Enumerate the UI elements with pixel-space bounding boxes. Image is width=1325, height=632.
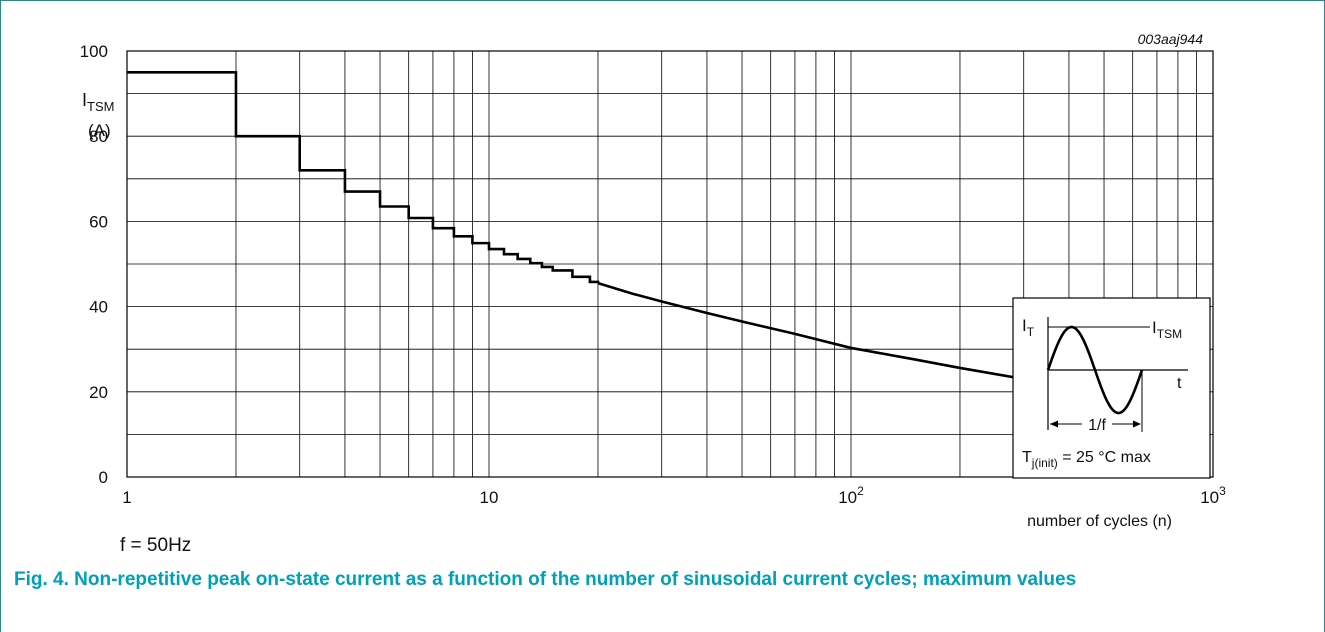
inset-time-label: t — [1177, 375, 1182, 392]
x-tick-label: 10 — [480, 488, 499, 507]
x-tick-label: 103 — [1200, 484, 1226, 507]
x-axis-label: number of cycles (n) — [1027, 513, 1172, 530]
y-tick-label: 100 — [80, 42, 108, 61]
y-axis-unit: (A) — [88, 121, 111, 140]
figure-id: 003aaj944 — [1138, 31, 1204, 47]
waveform-inset: 1/f IT ITSM t Tj(init) = 25 °C max — [1013, 298, 1210, 478]
step-series-line — [127, 72, 598, 283]
y-tick-label: 0 — [99, 468, 108, 487]
figure-caption: Fig. 4. Non-repetitive peak on-state cur… — [14, 566, 1314, 593]
y-tick-label: 40 — [89, 298, 108, 317]
period-label: 1/f — [1088, 417, 1106, 434]
test-condition: f = 50Hz — [120, 535, 191, 557]
y-axis-label: ITSM — [82, 90, 114, 114]
x-tick-label: 102 — [838, 484, 864, 507]
x-tick-labels: 1 10 102 103 — [122, 484, 1226, 507]
y-tick-label: 60 — [89, 212, 108, 231]
y-tick-label: 20 — [89, 383, 108, 402]
x-tick-label: 1 — [122, 488, 131, 507]
